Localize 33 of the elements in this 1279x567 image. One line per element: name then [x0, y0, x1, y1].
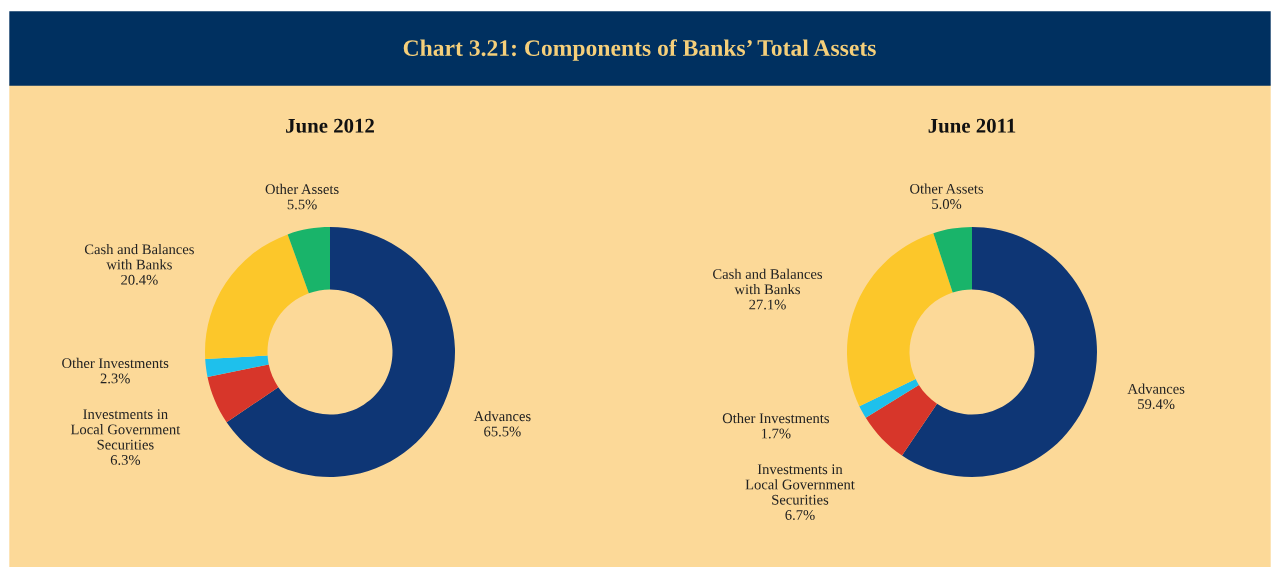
donut-slice: [902, 227, 1097, 477]
data-label: 65.5%: [484, 426, 521, 437]
slice-label: Investments in Local Government Securities: [70, 409, 181, 450]
caption: Chart 3.21: Components of Banks’ Total Assets: [403, 39, 876, 61]
data-label: 59.4%: [1138, 399, 1175, 410]
data-label: 20.4%: [121, 274, 158, 285]
donut-slice: [226, 227, 455, 477]
chart-title: June 2011: [928, 118, 1016, 133]
slice-label: Other Investments: [722, 412, 829, 424]
slice-label: Advances: [473, 410, 531, 422]
slice-label: Cash and Balances with Banks: [84, 243, 194, 270]
donut-slice: [207, 364, 279, 423]
data-label: 1.7%: [761, 428, 791, 439]
slice-label: Other Investments: [62, 357, 169, 369]
donut-slice: [287, 227, 330, 294]
donut-slice: [933, 227, 972, 293]
donut-slice: [865, 384, 937, 456]
chart-title: June 2012: [286, 118, 374, 133]
slice-label: Other Assets: [910, 183, 984, 194]
slice-label: Other Assets: [265, 183, 339, 195]
donut-slice: [859, 379, 919, 418]
data-label: 2.3%: [100, 373, 130, 384]
data-label: 6.7%: [785, 510, 815, 520]
slice-label: Cash and Balances with Banks: [713, 268, 823, 295]
data-label: 27.1%: [749, 299, 786, 310]
donut-slice: [205, 234, 309, 360]
data-label: 5.0%: [932, 199, 962, 210]
donut-slice: [205, 355, 269, 377]
donut-slice: [847, 233, 953, 407]
slice-label: Investments in Local Government Securities: [745, 464, 855, 505]
data-label: 5.5%: [287, 199, 317, 210]
data-label: 6.3%: [110, 455, 141, 465]
slice-label: Advances: [1127, 383, 1185, 394]
